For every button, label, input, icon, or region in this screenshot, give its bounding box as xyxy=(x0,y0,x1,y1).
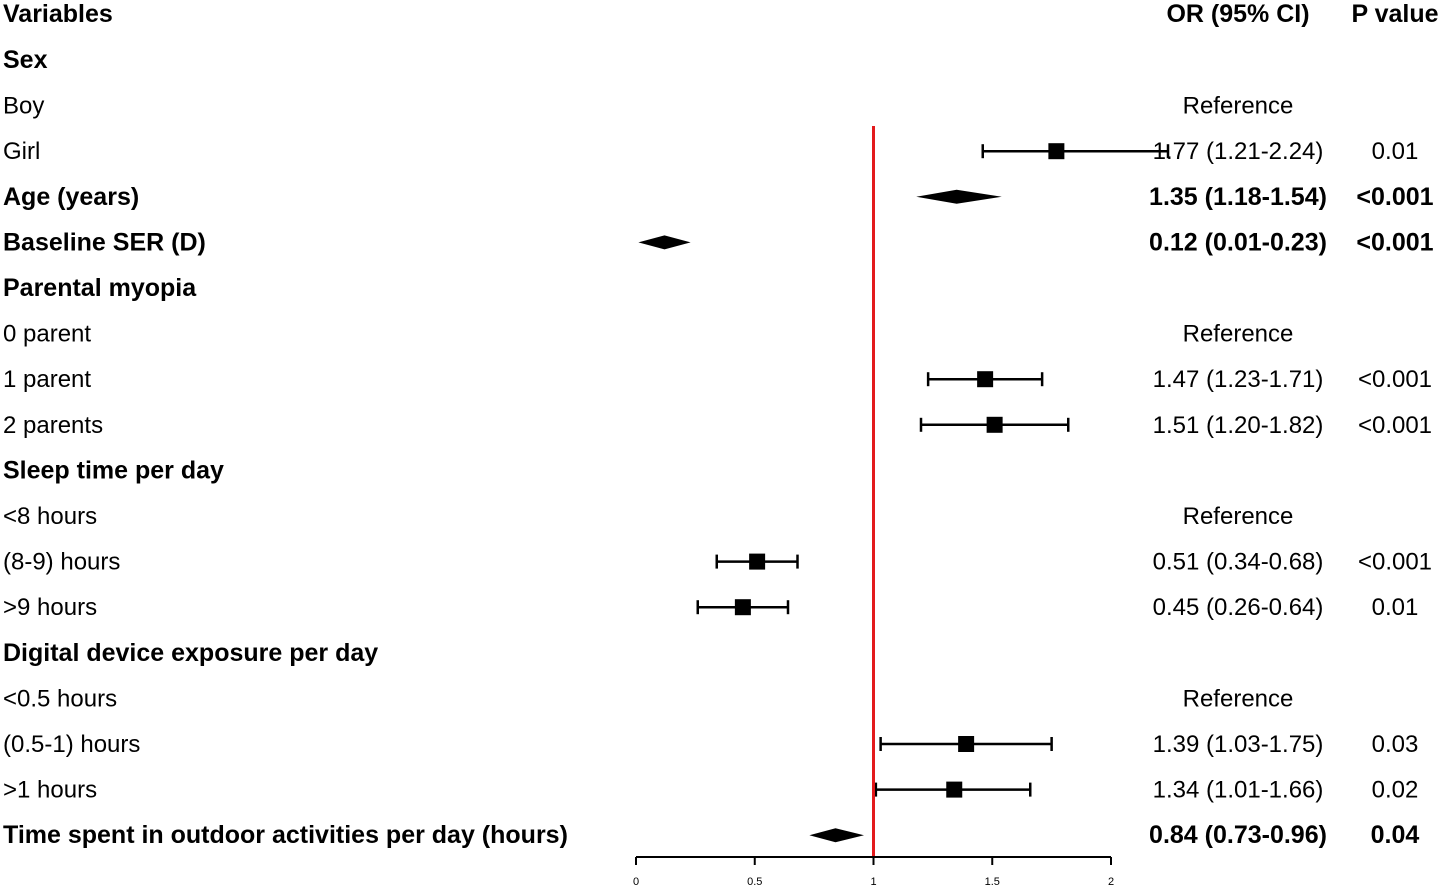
row-label: Baseline SER (D) xyxy=(3,228,206,256)
p-value-label: 0.03 xyxy=(1372,731,1419,758)
reference-label: Reference xyxy=(1183,685,1294,712)
or-ci-label: 1.47 (1.23-1.71) xyxy=(1153,366,1324,393)
reference-label: Reference xyxy=(1183,503,1294,530)
forest-row: Girl 1.77 (1.21-2.24) 0.01 xyxy=(3,138,1418,165)
or-diamond xyxy=(809,828,864,843)
or-point-square xyxy=(958,736,975,752)
or-ci-label: 0.51 (0.34-0.68) xyxy=(1153,549,1324,576)
or-ci-label: 1.34 (1.01-1.66) xyxy=(1153,777,1324,804)
or-point-square xyxy=(946,781,963,798)
row-label: 1 parent xyxy=(3,366,91,393)
or-point-square xyxy=(1048,143,1065,160)
p-value-label: <0.001 xyxy=(1356,183,1433,211)
reference-label: Reference xyxy=(1183,321,1294,348)
x-axis: 0 0.5 1 1.5 2 xyxy=(633,126,1114,888)
forest-row: 0 parent Reference xyxy=(3,321,1293,348)
p-value-label: 0.04 xyxy=(1371,821,1420,849)
x-tick-label: 1.5 xyxy=(985,876,1000,888)
row-label: 0 parent xyxy=(3,321,91,348)
x-tick-label: 2 xyxy=(1108,876,1114,888)
row-label: (0.5-1) hours xyxy=(3,731,140,758)
p-value-label: <0.001 xyxy=(1356,228,1433,256)
row-label: (8-9) hours xyxy=(3,549,120,576)
forest-row: 2 parents 1.51 (1.20-1.82) <0.001 xyxy=(3,412,1432,439)
row-label: <0.5 hours xyxy=(3,685,117,712)
forest-row: (0.5-1) hours 1.39 (1.03-1.75) 0.03 xyxy=(3,731,1418,758)
row-label: <8 hours xyxy=(3,503,97,530)
or-ci-label: 1.35 (1.18-1.54) xyxy=(1149,183,1327,211)
row-label: 2 parents xyxy=(3,412,103,439)
forest-row: <0.5 hours Reference xyxy=(3,685,1293,712)
row-label: Parental myopia xyxy=(3,274,197,302)
row-label: Digital device exposure per day xyxy=(3,639,378,667)
forest-row: Sex xyxy=(3,46,48,74)
or-point-square xyxy=(734,599,751,616)
or-point-square xyxy=(977,371,994,388)
forest-row: (8-9) hours 0.51 (0.34-0.68) <0.001 xyxy=(3,549,1432,576)
or-ci-label: 1.51 (1.20-1.82) xyxy=(1153,412,1324,439)
x-tick-label: 1 xyxy=(870,876,876,888)
or-point-square xyxy=(986,416,1003,433)
x-tick-label: 0.5 xyxy=(747,876,762,888)
or-ci-label: 0.12 (0.01-0.23) xyxy=(1149,228,1327,256)
row-label: >9 hours xyxy=(3,594,97,621)
forest-row: 1 parent 1.47 (1.23-1.71) <0.001 xyxy=(3,366,1432,393)
row-label: Sleep time per day xyxy=(3,456,224,484)
header-variables: Variables xyxy=(3,0,113,28)
forest-rows: Sex Boy Reference Girl 1.77 (1.21-2.24) 0.01 A… xyxy=(3,46,1434,849)
forest-row: Boy Reference xyxy=(3,93,1293,120)
row-label: >1 hours xyxy=(3,777,97,804)
header-or-ci: OR (95% CI) xyxy=(1166,0,1309,28)
row-label: Boy xyxy=(3,93,44,120)
forest-row: Baseline SER (D) 0.12 (0.01-0.23) <0.001 xyxy=(3,228,1434,256)
or-ci-label: 1.39 (1.03-1.75) xyxy=(1153,731,1324,758)
p-value-label: 0.01 xyxy=(1372,594,1419,621)
forest-row: >9 hours 0.45 (0.26-0.64) 0.01 xyxy=(3,594,1418,621)
p-value-label: <0.001 xyxy=(1358,412,1432,439)
row-label: Girl xyxy=(3,138,40,165)
row-label: Age (years) xyxy=(3,183,139,211)
p-value-label: <0.001 xyxy=(1358,366,1432,393)
or-diamond xyxy=(638,235,691,250)
or-ci-label: 0.84 (0.73-0.96) xyxy=(1149,821,1327,849)
p-value-label: 0.01 xyxy=(1372,138,1419,165)
forest-row: <8 hours Reference xyxy=(3,503,1293,530)
forest-row: >1 hours 1.34 (1.01-1.66) 0.02 xyxy=(3,777,1418,804)
forest-row: Sleep time per day xyxy=(3,456,224,484)
p-value-label: <0.001 xyxy=(1358,549,1432,576)
or-ci-label: 1.77 (1.21-2.24) xyxy=(1153,138,1324,165)
or-ci-label: 0.45 (0.26-0.64) xyxy=(1153,594,1324,621)
x-tick-label: 0 xyxy=(633,876,639,888)
p-value-label: 0.02 xyxy=(1372,777,1419,804)
forest-row: Parental myopia xyxy=(3,274,197,302)
or-diamond xyxy=(916,189,1002,204)
row-label: Sex xyxy=(3,46,48,74)
or-point-square xyxy=(749,553,766,570)
row-label: Time spent in outdoor activities per day… xyxy=(3,821,568,849)
header-p-value: P value xyxy=(1351,0,1438,28)
forest-row: Time spent in outdoor activities per day… xyxy=(3,821,1419,849)
forest-row: Digital device exposure per day xyxy=(3,639,378,667)
reference-label: Reference xyxy=(1183,93,1294,120)
forest-row: Age (years) 1.35 (1.18-1.54) <0.001 xyxy=(3,183,1434,211)
